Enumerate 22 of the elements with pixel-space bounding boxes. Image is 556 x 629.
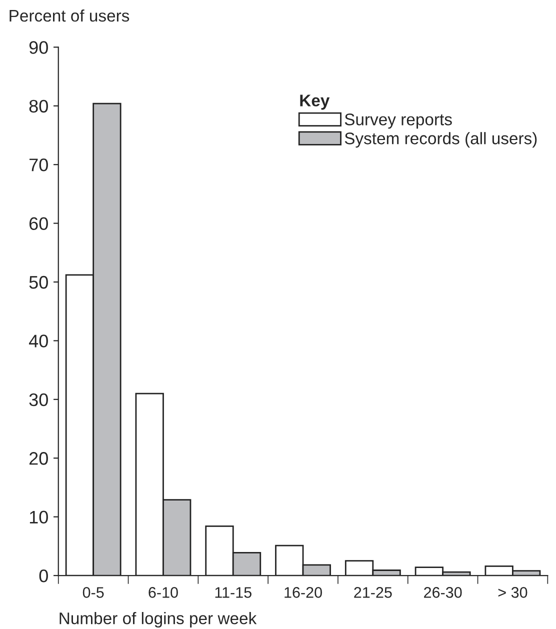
legend-label: System records (all users) xyxy=(344,132,537,148)
y-tick-label: 20 xyxy=(29,452,48,465)
x-tick-label: 0-5 xyxy=(82,587,104,598)
x-tick-label: 16-20 xyxy=(284,587,322,598)
y-tick-label: 90 xyxy=(29,41,48,54)
y-axis-title: Percent of users xyxy=(10,9,130,22)
x-tick-label: 21-25 xyxy=(354,587,392,598)
x-axis-title: Number of logins per week xyxy=(60,612,257,628)
y-tick-label: 0 xyxy=(39,569,48,582)
y-tick-label: 50 xyxy=(29,276,48,289)
legend-title: Key xyxy=(300,94,330,110)
y-tick-label: 60 xyxy=(29,217,48,230)
y-tick-label: 30 xyxy=(29,393,48,406)
y-tick-label: 40 xyxy=(28,334,48,348)
x-tick-label: > 30 xyxy=(498,587,528,598)
x-tick-label: 26-30 xyxy=(424,587,462,598)
y-tick-label: 70 xyxy=(30,158,48,172)
legend-label: Survey reports xyxy=(344,114,452,129)
y-tick-label: 80 xyxy=(29,100,48,113)
x-tick-label: 6-10 xyxy=(148,587,178,598)
x-tick-label: 11-15 xyxy=(215,587,252,598)
y-tick-label: 10 xyxy=(30,510,48,524)
